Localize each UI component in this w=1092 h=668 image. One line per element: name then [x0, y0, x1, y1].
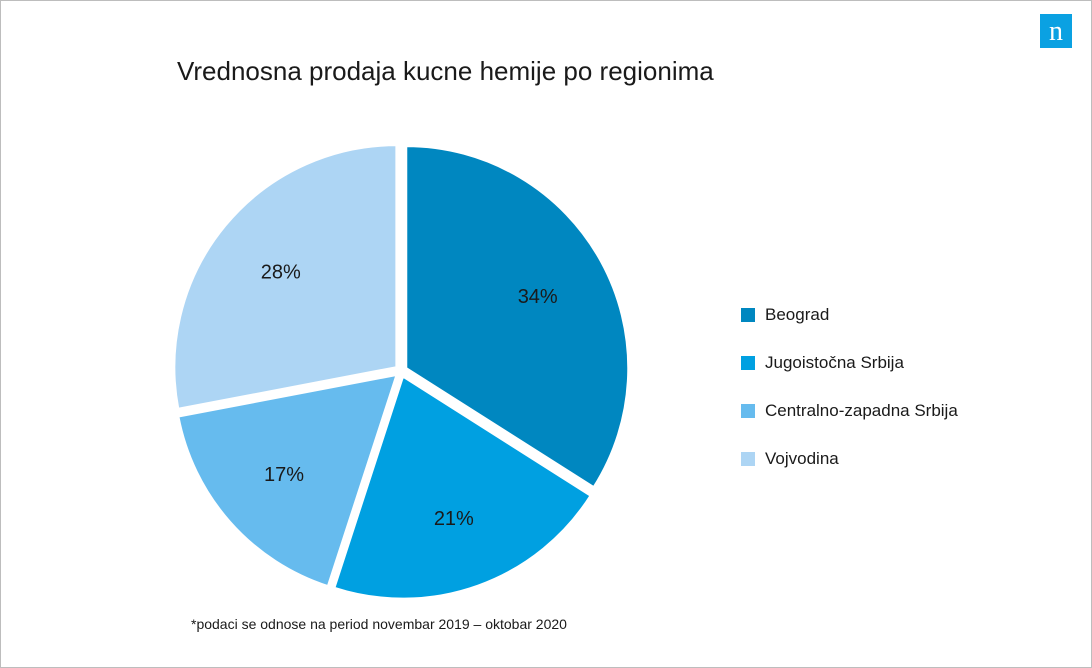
legend-item-jugoistocna-srbija: Jugoistočna Srbija — [741, 339, 958, 387]
legend-swatch — [741, 404, 755, 418]
legend-item-centralno-zapadna-srbija: Centralno-zapadna Srbija — [741, 387, 958, 435]
pie-data-label: 28% — [261, 262, 301, 284]
pie-slice-beograd — [405, 145, 630, 489]
legend-item-beograd: Beograd — [741, 291, 958, 339]
legend-item-vojvodina: Vojvodina — [741, 435, 958, 483]
legend-label: Jugoistočna Srbija — [765, 353, 904, 372]
logo-background — [1040, 14, 1072, 48]
pie-slice-centralno-zapadna-srbija — [177, 373, 398, 588]
legend-swatch — [741, 452, 755, 466]
nielsen-logo-icon: n — [1040, 14, 1072, 48]
pie-slice-jugoisto-na-srbija — [333, 375, 592, 600]
legend-label: Centralno-zapadna Srbija — [765, 401, 958, 420]
legend-swatch — [741, 356, 755, 370]
legend-swatch — [741, 308, 755, 322]
legend-label: Beograd — [765, 305, 830, 324]
pie-data-label: 34% — [518, 286, 558, 308]
legend: Beograd Jugoistočna Srbija Centralno-zap… — [741, 291, 958, 483]
footnote: *podaci se odnose na period novembar 201… — [191, 616, 567, 632]
chart-title: Vrednosna prodaja kucne hemije po region… — [177, 56, 714, 86]
legend-label: Vojvodina — [765, 449, 839, 468]
pie-slice-vojvodina — [173, 144, 398, 410]
pie-data-label: 17% — [264, 464, 304, 486]
logo-glyph: n — [1049, 16, 1063, 47]
pie-data-label: 21% — [434, 508, 474, 530]
